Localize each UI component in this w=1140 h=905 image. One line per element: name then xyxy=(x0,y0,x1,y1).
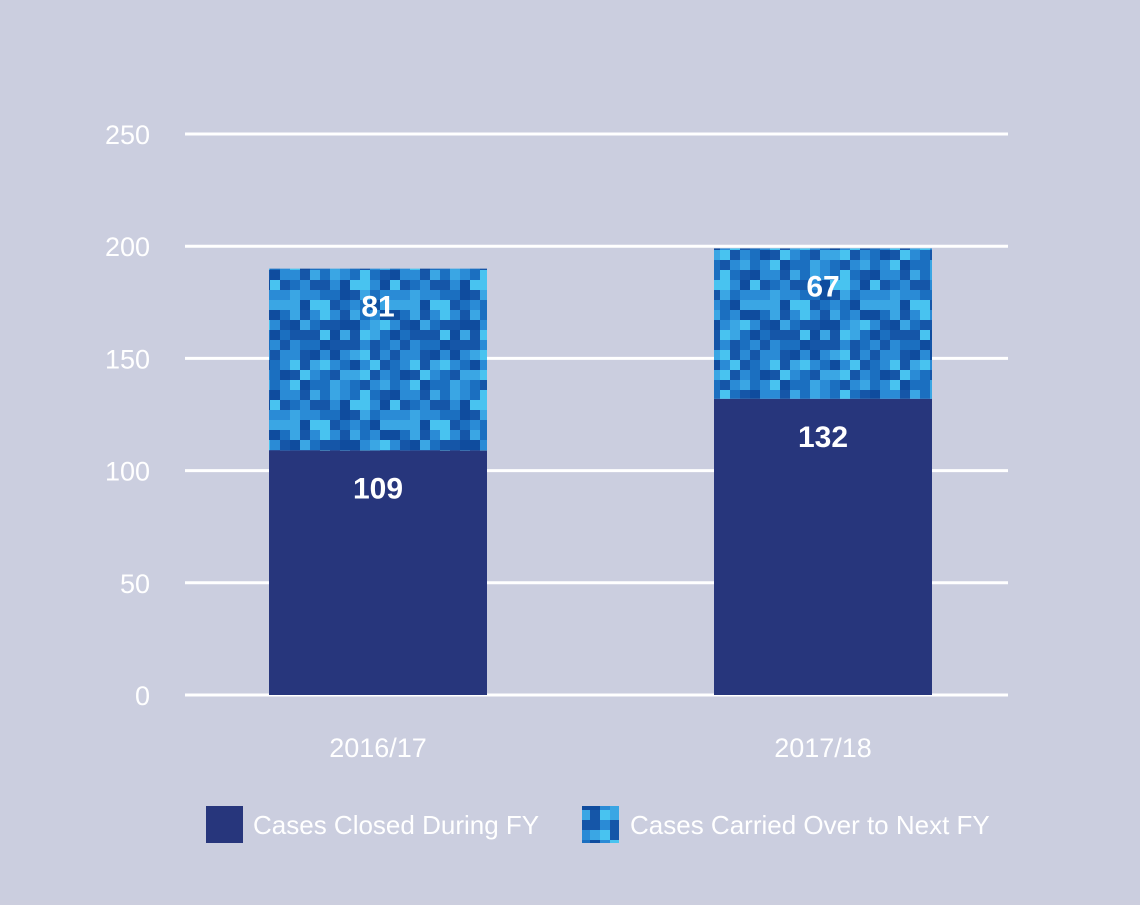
y-tick-label: 100 xyxy=(105,457,150,487)
data-label: 109 xyxy=(353,472,403,505)
legend: Cases Closed During FY Cases Carried Over… xyxy=(206,806,990,843)
y-tick-label: 250 xyxy=(105,120,150,150)
y-tick-label: 150 xyxy=(105,344,150,374)
y-tick-label: 200 xyxy=(105,232,150,262)
y-axis-ticks: 0 50 100 150 200 250 xyxy=(105,120,150,711)
data-label: 132 xyxy=(798,421,848,454)
legend-swatch xyxy=(582,806,619,843)
legend-label: Cases Closed During FY xyxy=(253,810,539,840)
bars xyxy=(269,248,932,695)
legend-swatch xyxy=(206,806,243,843)
x-axis-ticks: 2016/17 2017/18 xyxy=(329,733,872,763)
y-tick-label: 50 xyxy=(120,569,150,599)
y-tick-label: 0 xyxy=(135,681,150,711)
bar-segment-closed xyxy=(269,450,487,695)
data-label: 81 xyxy=(361,291,394,324)
bar-segment-closed xyxy=(714,398,932,695)
x-tick-label: 2016/17 xyxy=(329,733,427,763)
bar-segment-carried-over xyxy=(269,268,487,451)
legend-label: Cases Carried Over to Next FY xyxy=(630,810,990,840)
bar-segment-carried-over xyxy=(714,248,932,399)
x-tick-label: 2017/18 xyxy=(774,733,872,763)
data-label: 67 xyxy=(806,270,839,303)
data-labels: 109 81 132 67 xyxy=(353,270,848,505)
